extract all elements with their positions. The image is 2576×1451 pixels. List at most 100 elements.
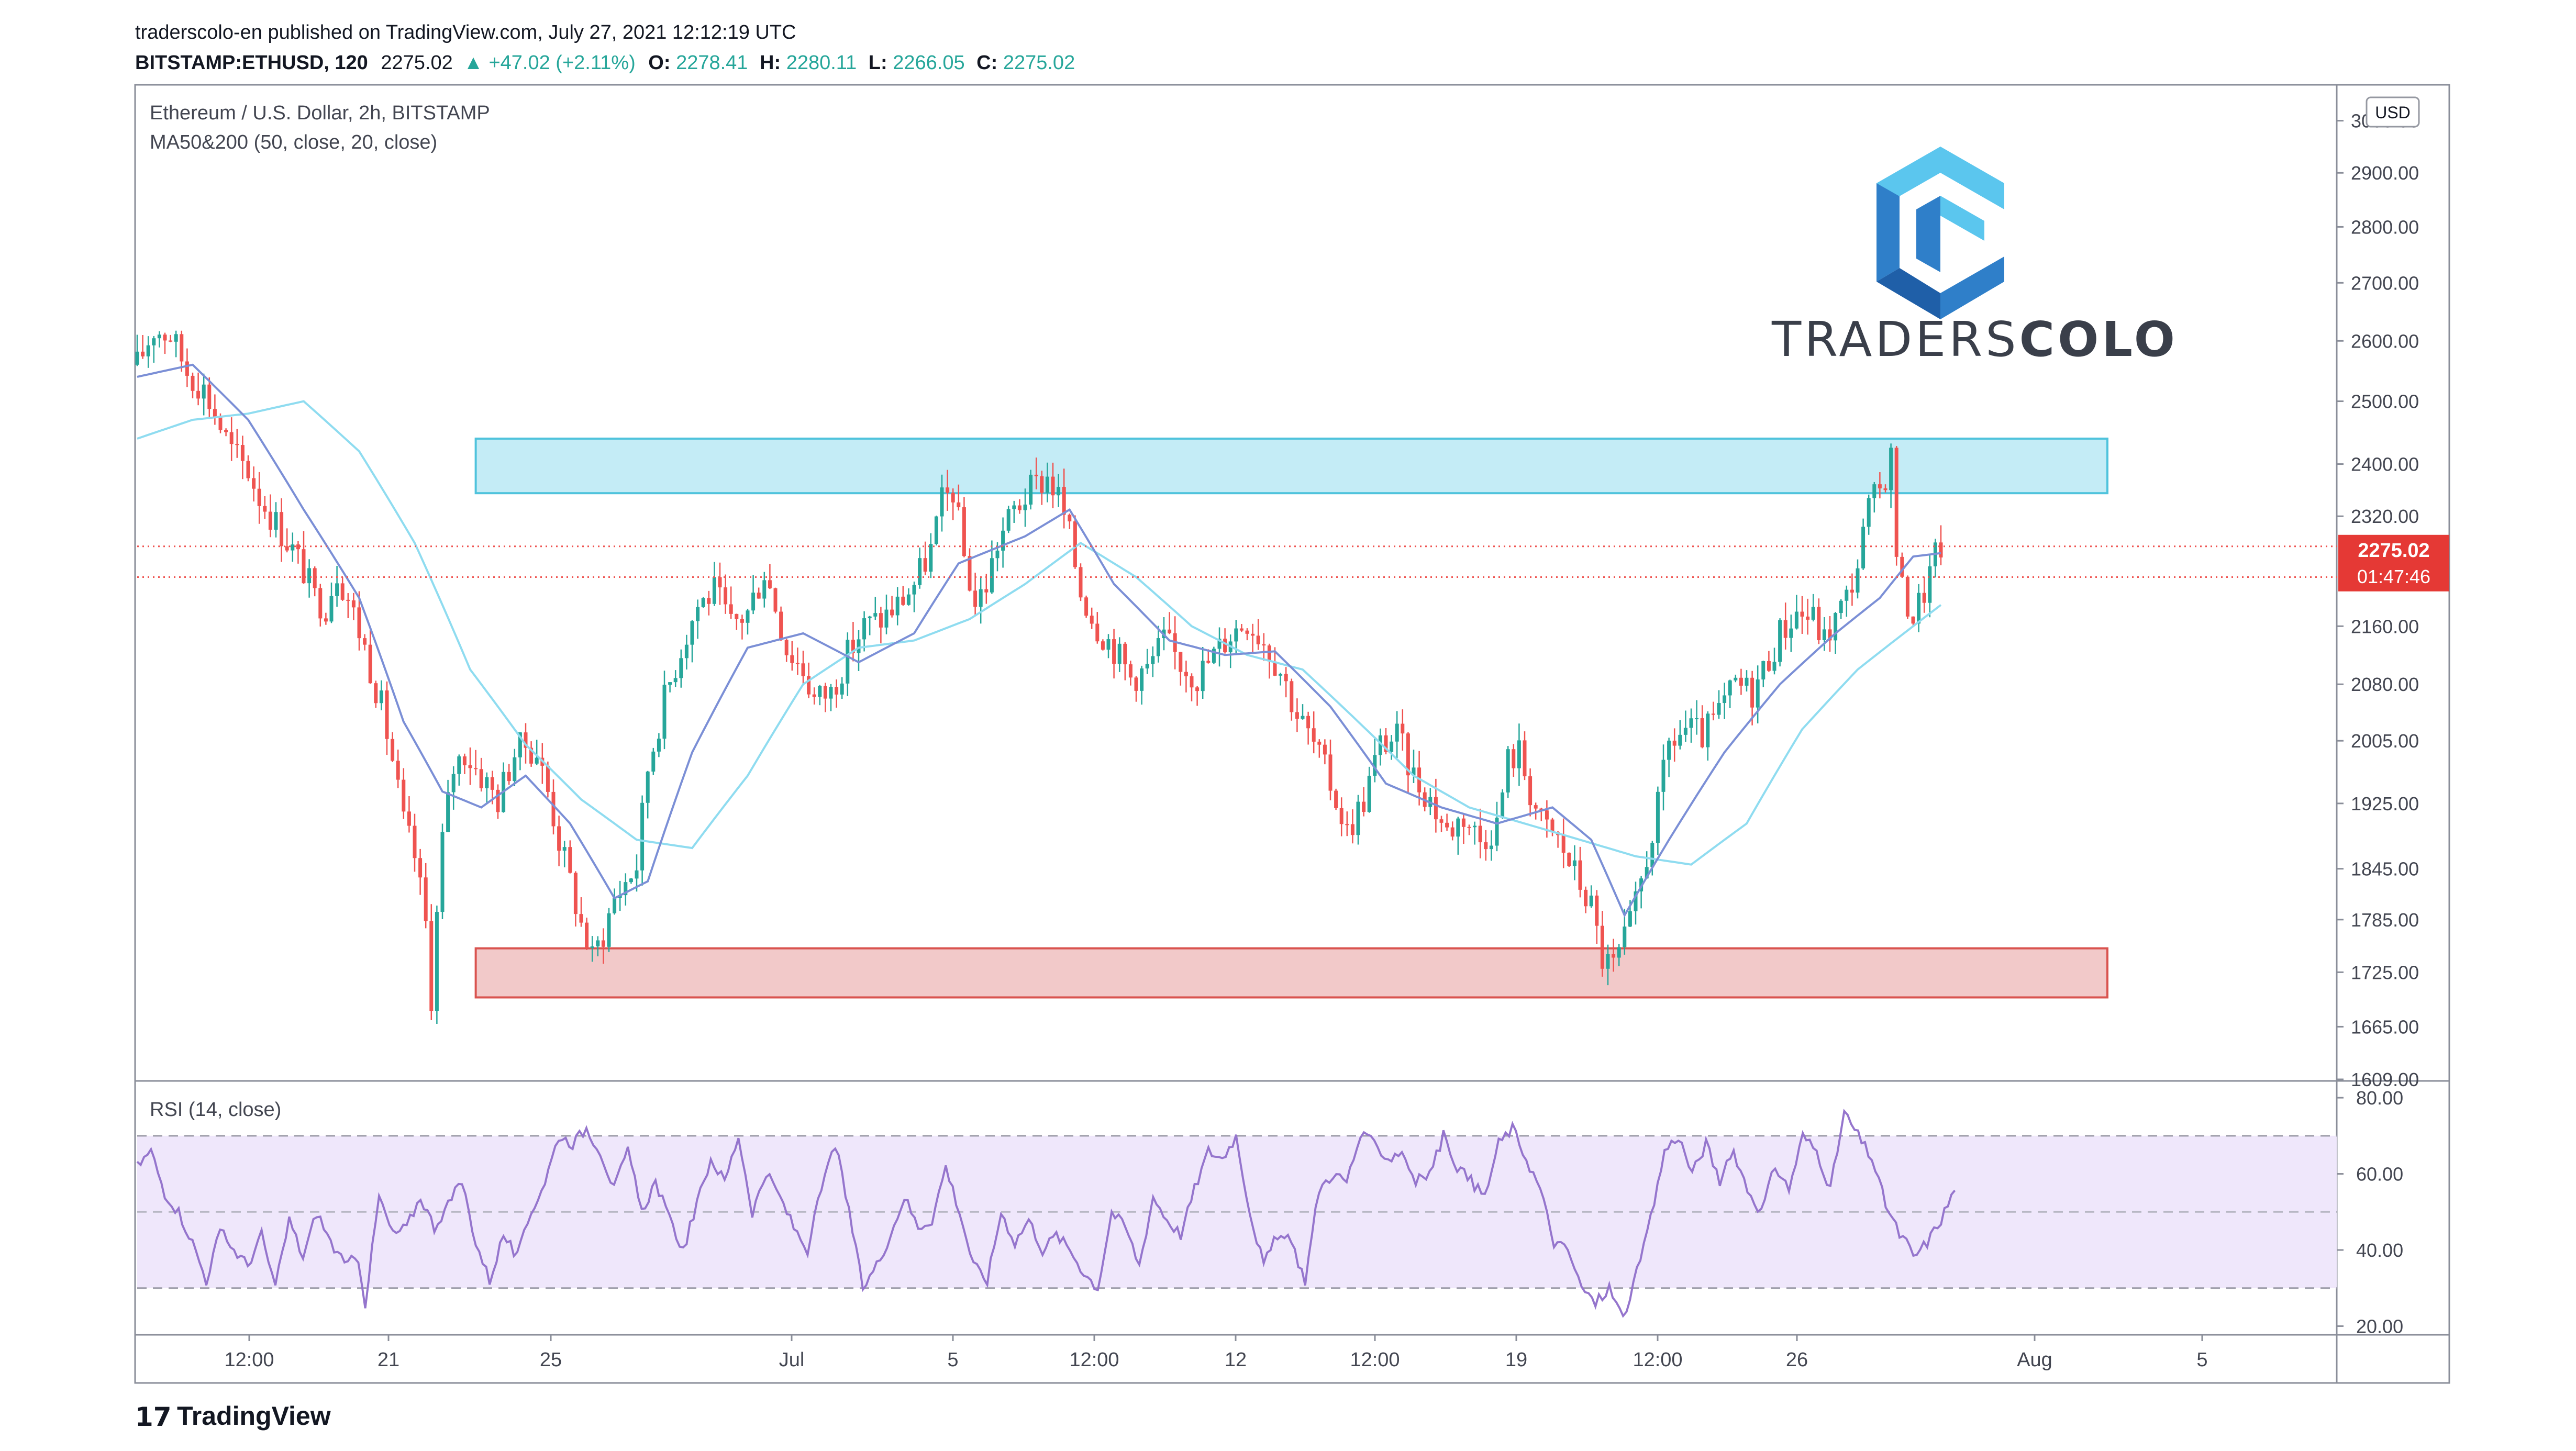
candle [1123, 642, 1127, 680]
candle [1501, 789, 1505, 819]
candle [1489, 830, 1493, 861]
candle [1683, 710, 1687, 742]
candle [224, 428, 228, 437]
candle [1456, 817, 1460, 855]
candle [1084, 595, 1089, 618]
candle [263, 496, 267, 519]
candle [1806, 598, 1810, 635]
candle [252, 466, 256, 502]
candle [1029, 470, 1033, 510]
candle [1928, 554, 1932, 618]
candle [1256, 619, 1260, 650]
candle [1295, 698, 1299, 732]
candle [280, 498, 284, 562]
candle [1079, 563, 1083, 601]
candle [329, 582, 334, 623]
candle [562, 841, 567, 867]
candle [1284, 667, 1288, 698]
candle [163, 332, 167, 354]
candle [773, 587, 778, 613]
price-tick-label: 1925.00 [2351, 793, 2419, 814]
candle [340, 576, 345, 601]
candle [1384, 728, 1388, 755]
low-value: 2266.05 [893, 52, 964, 74]
candle [1667, 738, 1671, 777]
candle [1101, 639, 1105, 651]
candle [929, 533, 933, 578]
last-price-tag-value: 2275.02 [2358, 540, 2429, 562]
candle [535, 740, 539, 765]
candle [1856, 559, 1860, 599]
candle [1328, 739, 1333, 800]
candle [1239, 623, 1243, 632]
candle [1062, 468, 1066, 529]
currency-badge[interactable] [2366, 96, 2420, 128]
candle [1917, 584, 1921, 632]
candle [857, 630, 861, 672]
candle [568, 840, 572, 874]
candle [1334, 788, 1338, 810]
candle [1600, 911, 1604, 977]
candle [429, 904, 434, 1020]
candle [1040, 471, 1044, 505]
currency-label: USD [2375, 103, 2411, 122]
candle [757, 587, 761, 599]
candle [291, 532, 295, 562]
candle [724, 574, 728, 614]
candle [901, 586, 905, 606]
time-tick-label: 12:00 [1633, 1349, 1682, 1371]
candle [1572, 845, 1576, 880]
time-tick-label: 12 [1225, 1349, 1247, 1371]
candle [1306, 711, 1311, 745]
price-tick-label: 2080.00 [2351, 674, 2419, 695]
candle [1612, 939, 1616, 972]
candle [951, 488, 955, 520]
candle [1262, 633, 1266, 661]
candle [1057, 474, 1061, 507]
candle [579, 897, 583, 927]
candle [1606, 944, 1610, 986]
candle [407, 796, 411, 833]
candle [1017, 499, 1021, 514]
candle [629, 878, 633, 884]
candle [285, 528, 289, 553]
candle [779, 606, 783, 641]
candle [1128, 661, 1132, 686]
candle [1373, 739, 1377, 783]
candle [1561, 818, 1565, 868]
candle [1517, 723, 1521, 786]
price-tick-label: 2400.00 [2351, 454, 2419, 475]
candle [812, 687, 816, 705]
candle [1212, 646, 1216, 665]
candle [1378, 728, 1382, 766]
candle [1301, 704, 1305, 720]
candle [413, 813, 417, 872]
candle [1933, 539, 1937, 578]
candle [1728, 679, 1732, 708]
candle [391, 732, 395, 762]
candle [835, 679, 839, 708]
candle [1184, 661, 1188, 693]
candle [357, 591, 361, 651]
candle [396, 749, 400, 788]
candle [1151, 646, 1155, 677]
candle [513, 749, 517, 786]
indicator-label: MA50&200 (50, close, 20, close) [150, 131, 437, 153]
rsi-tick-label: 40.00 [2356, 1240, 2403, 1261]
candle [1723, 683, 1727, 719]
candle [435, 905, 439, 1024]
tradingview-brand[interactable]: 17 TradingView [135, 1401, 331, 1432]
candle [868, 616, 872, 635]
price-tick-label: 2320.00 [2351, 506, 2419, 527]
time-tick-label: 5 [2196, 1349, 2207, 1371]
last-price-label: 2275.02 [381, 52, 452, 74]
candle [784, 639, 789, 662]
candle [385, 681, 389, 755]
candle [1817, 598, 1821, 644]
candle [157, 331, 161, 348]
support-zone [474, 947, 2108, 999]
candle [851, 621, 855, 662]
candle [1156, 626, 1160, 663]
candle [302, 531, 306, 584]
candle [651, 747, 656, 775]
